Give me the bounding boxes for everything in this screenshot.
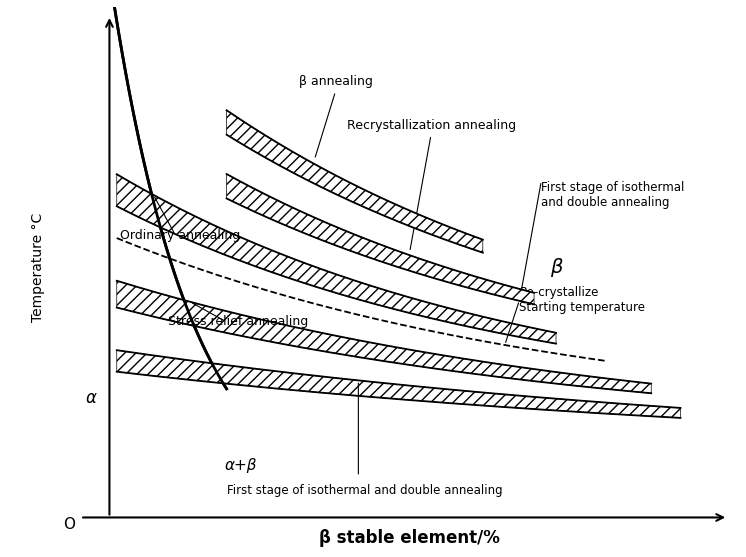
Text: Recrystallization annealing: Recrystallization annealing bbox=[347, 119, 516, 250]
Text: β stable element/%: β stable element/% bbox=[319, 529, 500, 548]
Text: Re-crystallize
Starting temperature: Re-crystallize Starting temperature bbox=[519, 286, 645, 314]
Polygon shape bbox=[117, 281, 651, 393]
Text: α+β: α+β bbox=[225, 458, 257, 473]
Polygon shape bbox=[117, 174, 556, 344]
Text: Ordinary annealing: Ordinary annealing bbox=[120, 228, 241, 242]
Text: O: O bbox=[63, 517, 75, 532]
Text: β: β bbox=[550, 258, 562, 277]
Polygon shape bbox=[227, 110, 483, 253]
Text: First stage of isothermal
and double annealing: First stage of isothermal and double ann… bbox=[542, 180, 685, 209]
Text: β annealing: β annealing bbox=[299, 75, 373, 157]
Polygon shape bbox=[117, 350, 680, 418]
Text: α: α bbox=[86, 389, 97, 407]
Text: First stage of isothermal and double annealing: First stage of isothermal and double ann… bbox=[227, 484, 502, 497]
Text: Temperature °C: Temperature °C bbox=[31, 213, 45, 323]
Text: Stress relief annealing: Stress relief annealing bbox=[168, 315, 308, 329]
Polygon shape bbox=[227, 174, 534, 304]
